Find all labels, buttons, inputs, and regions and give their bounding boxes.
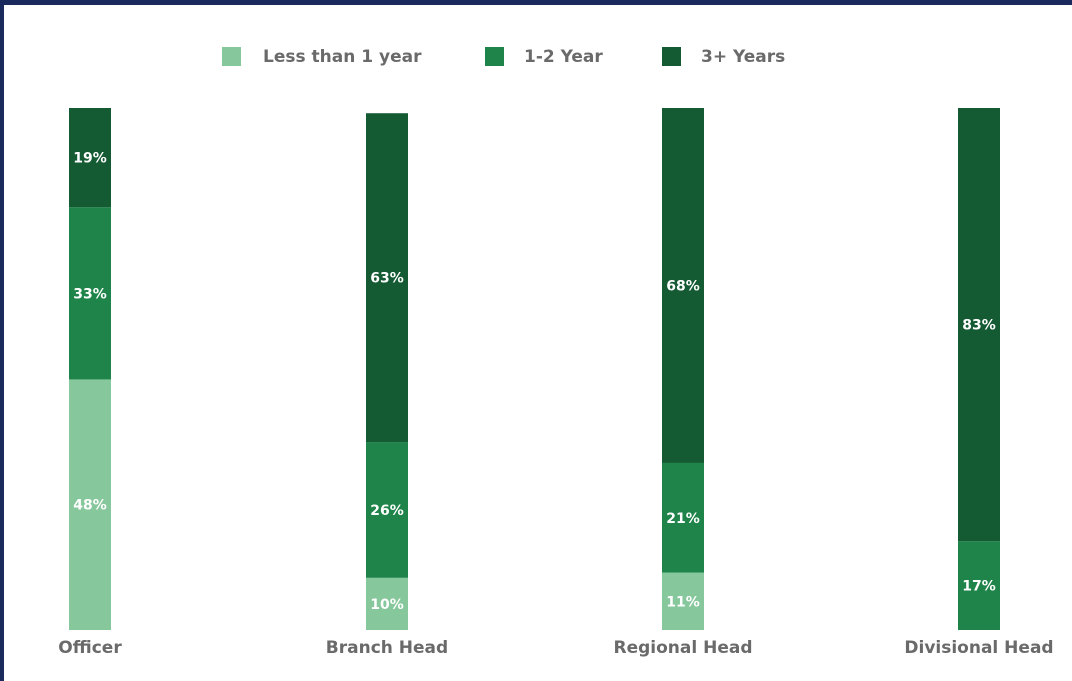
data-label-divisional-head-1-2-year: 17%: [962, 579, 996, 595]
data-label-regional-head-1-2-year: 21%: [666, 511, 700, 527]
data-label-regional-head-3-years: 68%: [666, 278, 700, 294]
data-label-branch-head-1-2-year: 26%: [370, 503, 404, 519]
bar-regional-head-1-2-year: [662, 462, 704, 573]
bar-branch-head-3-years: [366, 113, 408, 443]
bar-branch-head-1-2-year: [366, 442, 408, 578]
data-label-officer-3-years: 19%: [73, 151, 107, 167]
category-labels: Officer Branch Head Regional Head Divisiona…: [58, 638, 1053, 658]
category-label-officer: Officer: [58, 638, 122, 658]
data-label-regional-head-less-than-1-year: 11%: [666, 594, 700, 610]
bar-regional-head-less-than-1-year: [662, 572, 704, 630]
legend-swatch-3-years: [662, 47, 681, 66]
category-label-divisional-head: Divisional Head: [904, 638, 1053, 658]
bar-group: 48%33%19%10%26%63%11%21%68%0%17%83%: [69, 108, 1000, 632]
category-label-branch-head: Branch Head: [326, 638, 448, 658]
legend-label-1-2-year: 1-2 Year: [524, 47, 603, 67]
bar-regional-head-3-years: [662, 108, 704, 463]
bar-officer-less-than-1-year: [69, 379, 111, 630]
category-label-regional-head: Regional Head: [613, 638, 752, 658]
chart-legend: Less than 1 year 1-2 Year 3+ Years: [222, 47, 785, 67]
data-label-officer-1-2-year: 33%: [73, 286, 107, 302]
data-label-branch-head-3-years: 63%: [370, 271, 404, 287]
data-label-branch-head-less-than-1-year: 10%: [370, 597, 404, 613]
bar-officer-3-years: [69, 108, 111, 208]
legend-label-3-years: 3+ Years: [701, 47, 785, 67]
bar-branch-head-less-than-1-year: [366, 577, 408, 630]
bar-divisional-head-3-years: [958, 108, 1000, 542]
bar-officer-1-2-year: [69, 207, 111, 380]
bar-divisional-head-1-2-year: [958, 541, 1000, 630]
data-label-divisional-head-3-years: 83%: [962, 318, 996, 334]
legend-swatch-less-than-1-year: [222, 47, 241, 66]
legend-label-less-than-1-year: Less than 1 year: [263, 47, 422, 67]
legend-swatch-1-2-year: [485, 47, 504, 66]
data-label-officer-less-than-1-year: 48%: [73, 498, 107, 514]
